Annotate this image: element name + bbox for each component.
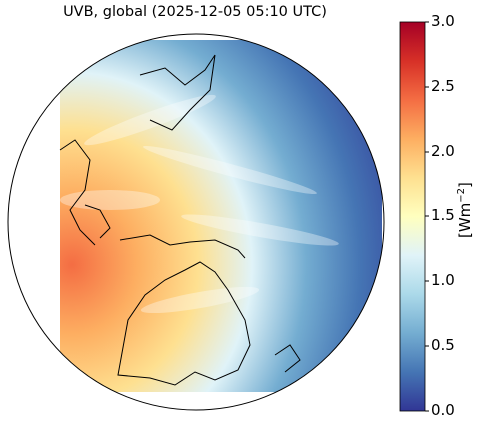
- coastlines: [59, 54, 301, 386]
- colorbar-tick-label: 1.5: [431, 206, 455, 224]
- globe-outline: [7, 33, 385, 411]
- colorbar-tick-label: 0.5: [431, 336, 455, 354]
- colorbar-label: [Wm−2]: [456, 182, 474, 238]
- colorbar: [399, 21, 426, 412]
- colorbar-tick-label: 2.5: [431, 77, 455, 95]
- map-title: UVB, global (2025-12-05 05:10 UTC): [63, 4, 327, 20]
- colorbar-ticks: [425, 21, 429, 412]
- colorbar-label-close: ]: [456, 182, 474, 188]
- uvb-field: [60, 40, 382, 392]
- colorbar-tick-label: 1.0: [431, 271, 455, 289]
- colorbar-label-unit: [Wm: [456, 202, 474, 238]
- colorbar-tick-label: 2.0: [431, 142, 455, 160]
- colorbar-tick-label: 0.0: [431, 401, 455, 419]
- colorbar-label-exponent: −2: [456, 187, 467, 203]
- colorbar-tick-label: 3.0: [431, 12, 455, 30]
